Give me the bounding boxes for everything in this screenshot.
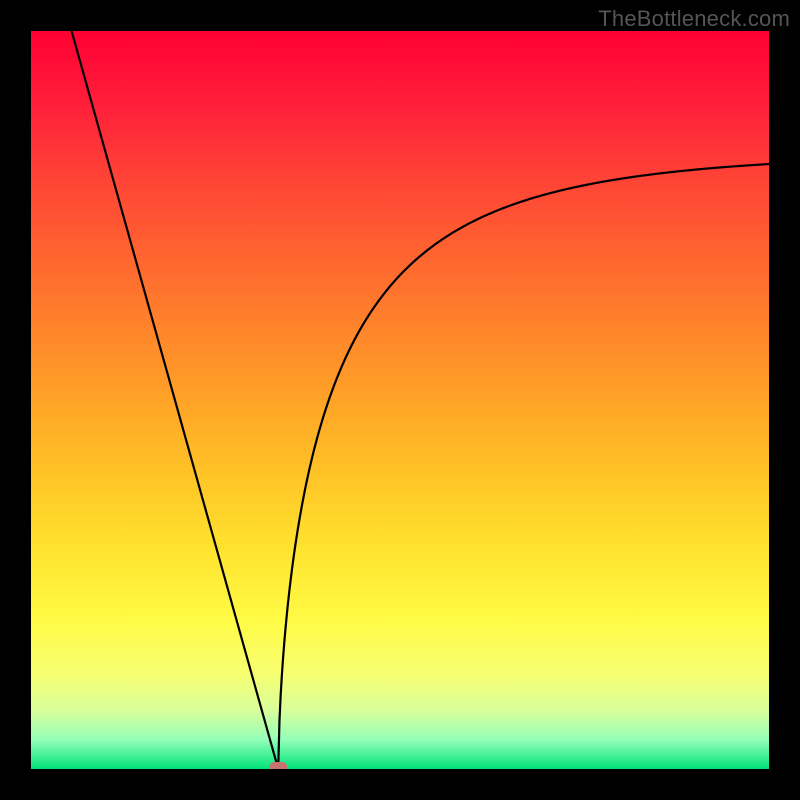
chart-stage: TheBottleneck.com — [0, 0, 800, 800]
gradient-background — [31, 31, 769, 769]
watermark-text: TheBottleneck.com — [598, 6, 790, 32]
chart-svg — [0, 0, 800, 800]
